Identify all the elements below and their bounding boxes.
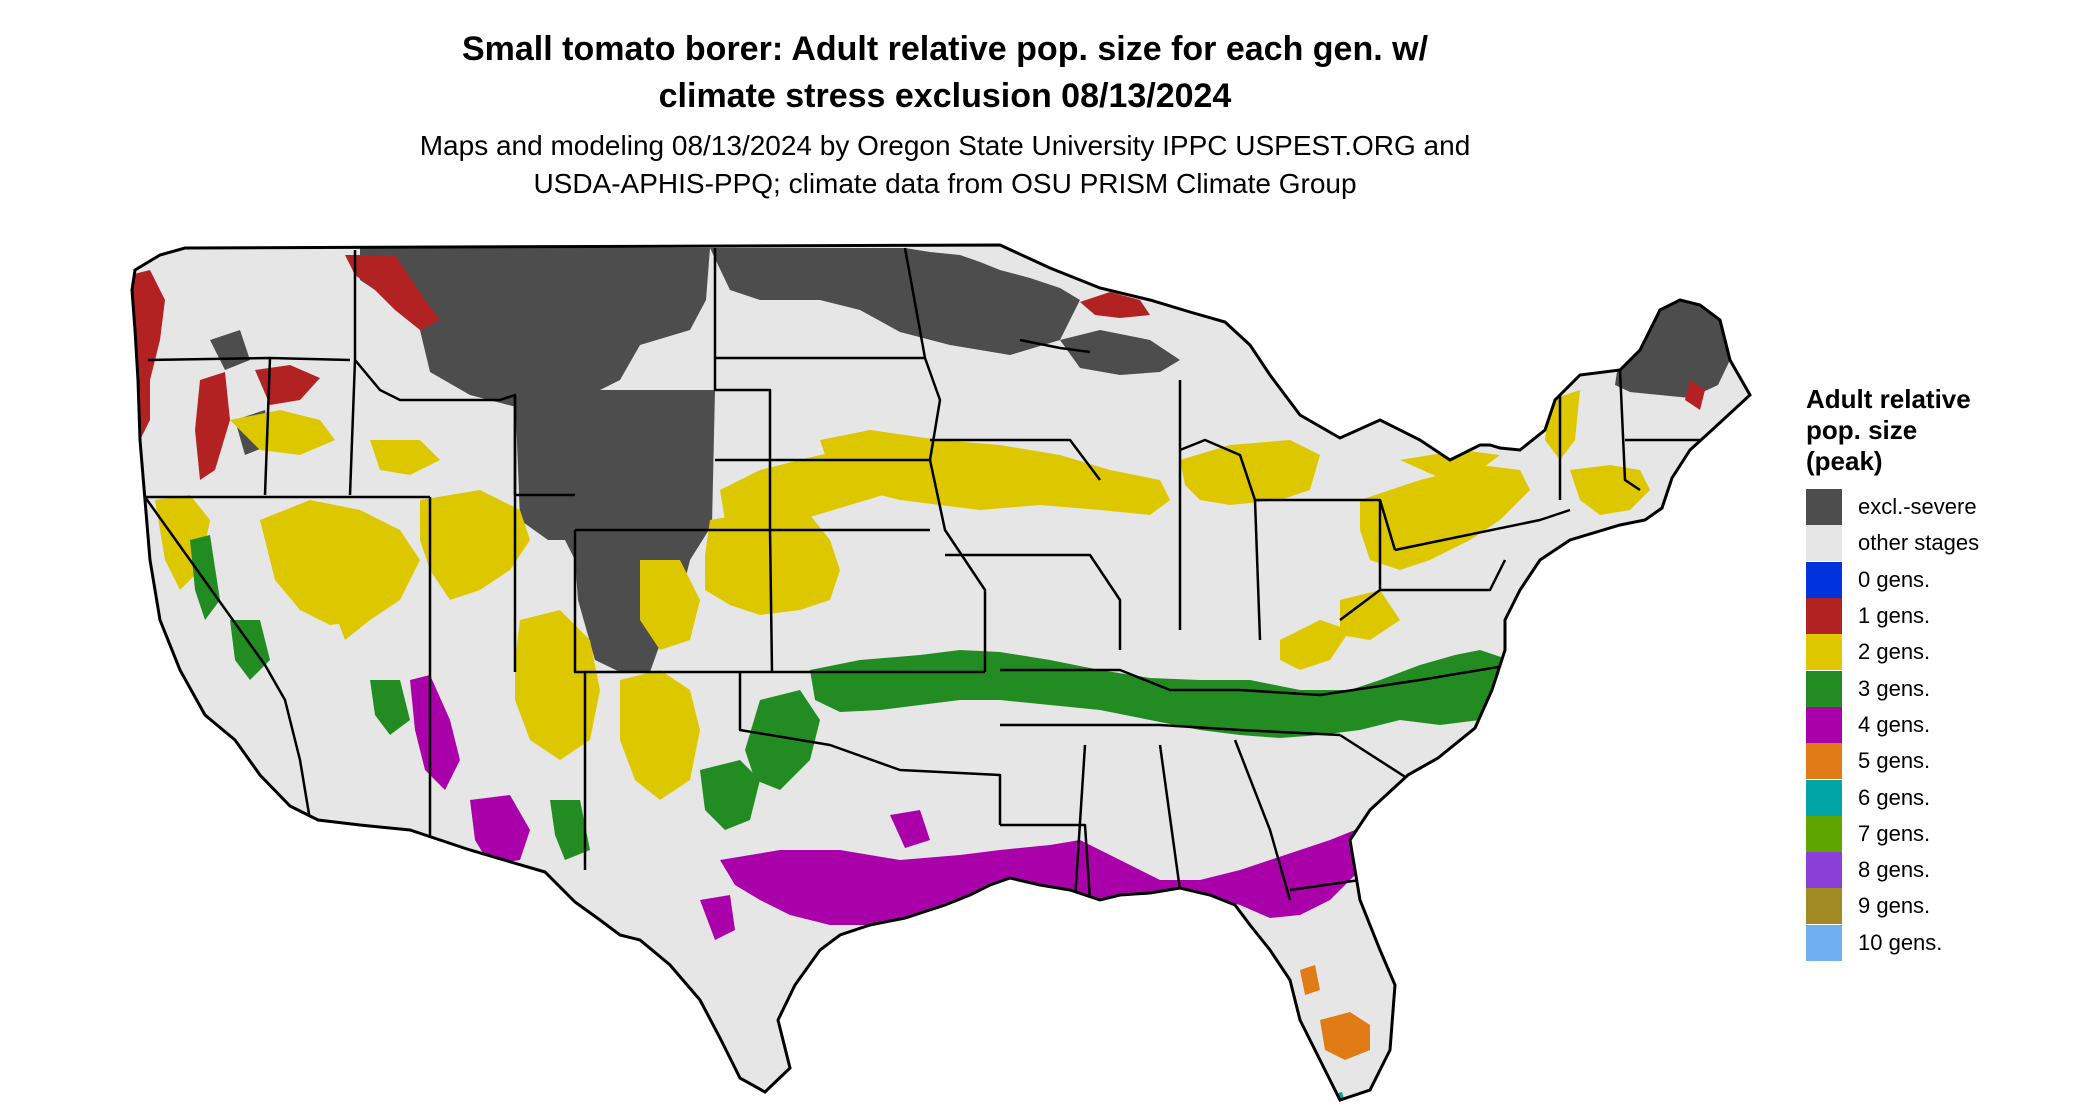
legend-item: 9 gens. — [1806, 888, 2086, 925]
map-title: Small tomato borer: Adult relative pop. … — [0, 26, 1890, 120]
legend-label: 0 gens. — [1858, 566, 1931, 592]
legend-swatch — [1806, 815, 1842, 852]
legend-swatch — [1806, 888, 1842, 925]
us-outline-stroke — [130, 243, 1752, 1102]
zone-2-gens — [155, 390, 1650, 800]
legend-label: excl.-severe — [1858, 494, 1977, 520]
legend-label: 7 gens. — [1858, 820, 1931, 846]
legend-label: 6 gens. — [1858, 784, 1931, 810]
legend-swatch — [1806, 525, 1842, 562]
legend-swatch — [1806, 670, 1842, 707]
legend-label: 2 gens. — [1858, 639, 1931, 665]
legend-label: 4 gens. — [1858, 711, 1931, 737]
legend-label: 9 gens. — [1858, 893, 1931, 919]
legend-swatch — [1806, 634, 1842, 671]
legend-label: 5 gens. — [1858, 748, 1931, 774]
legend-list: excl.-severe other stages 0 gens. 1 gens. 2 … — [1806, 489, 2086, 961]
legend-title-line-1: Adult relative — [1806, 384, 1971, 414]
legend-label: 8 gens. — [1858, 857, 1931, 883]
legend-label: 3 gens. — [1858, 675, 1931, 701]
legend-item: 6 gens. — [1806, 779, 2086, 816]
map-body — [130, 243, 1752, 1102]
legend-title: Adult relative pop. size (peak) — [1806, 384, 2086, 477]
legend-swatch — [1806, 779, 1842, 816]
zone-5-gens — [820, 965, 1370, 1068]
legend-title-line-2: pop. size — [1806, 415, 1918, 445]
legend-swatch — [1806, 598, 1842, 635]
legend-swatch — [1806, 743, 1842, 780]
map-subtitle: Maps and modeling 08/13/2024 by Oregon S… — [0, 127, 1890, 203]
us-map — [130, 243, 1752, 1102]
zone-4-gens — [410, 675, 1370, 940]
legend-item: 0 gens. — [1806, 561, 2086, 598]
map-subtitle-line-1: Maps and modeling 08/13/2024 by Oregon S… — [419, 130, 1471, 161]
legend-swatch — [1806, 924, 1842, 961]
legend-item: 1 gens. — [1806, 598, 2086, 635]
legend-swatch — [1806, 489, 1842, 526]
legend-label: other stages — [1858, 530, 1980, 556]
map-legend: Adult relative pop. size (peak) excl.-se… — [1806, 384, 2086, 961]
legend-swatch — [1806, 561, 1842, 598]
generation-zones — [132, 248, 1730, 1100]
legend-label: 1 gens. — [1858, 603, 1931, 629]
legend-item: 8 gens. — [1806, 852, 2086, 889]
legend-item: excl.-severe — [1806, 489, 2086, 526]
legend-item: 5 gens. — [1806, 743, 2086, 780]
legend-label: 10 gens. — [1858, 929, 1943, 955]
legend-item: 2 gens. — [1806, 634, 2086, 671]
legend-item: 4 gens. — [1806, 706, 2086, 743]
legend-title-line-3: (peak) — [1806, 446, 1883, 476]
map-subtitle-line-2: USDA-APHIS-PPQ; climate data from OSU PR… — [533, 168, 1357, 199]
legend-item: other stages — [1806, 525, 2086, 562]
legend-item: 10 gens. — [1806, 924, 2086, 961]
map-title-line-2: climate stress exclusion 08/13/2024 — [658, 77, 1232, 115]
legend-swatch — [1806, 706, 1842, 743]
legend-item: 7 gens. — [1806, 815, 2086, 852]
map-title-line-1: Small tomato borer: Adult relative pop. … — [461, 30, 1429, 68]
legend-swatch — [1806, 852, 1842, 889]
state-borders — [143, 247, 1700, 901]
legend-item: 3 gens. — [1806, 670, 2086, 707]
